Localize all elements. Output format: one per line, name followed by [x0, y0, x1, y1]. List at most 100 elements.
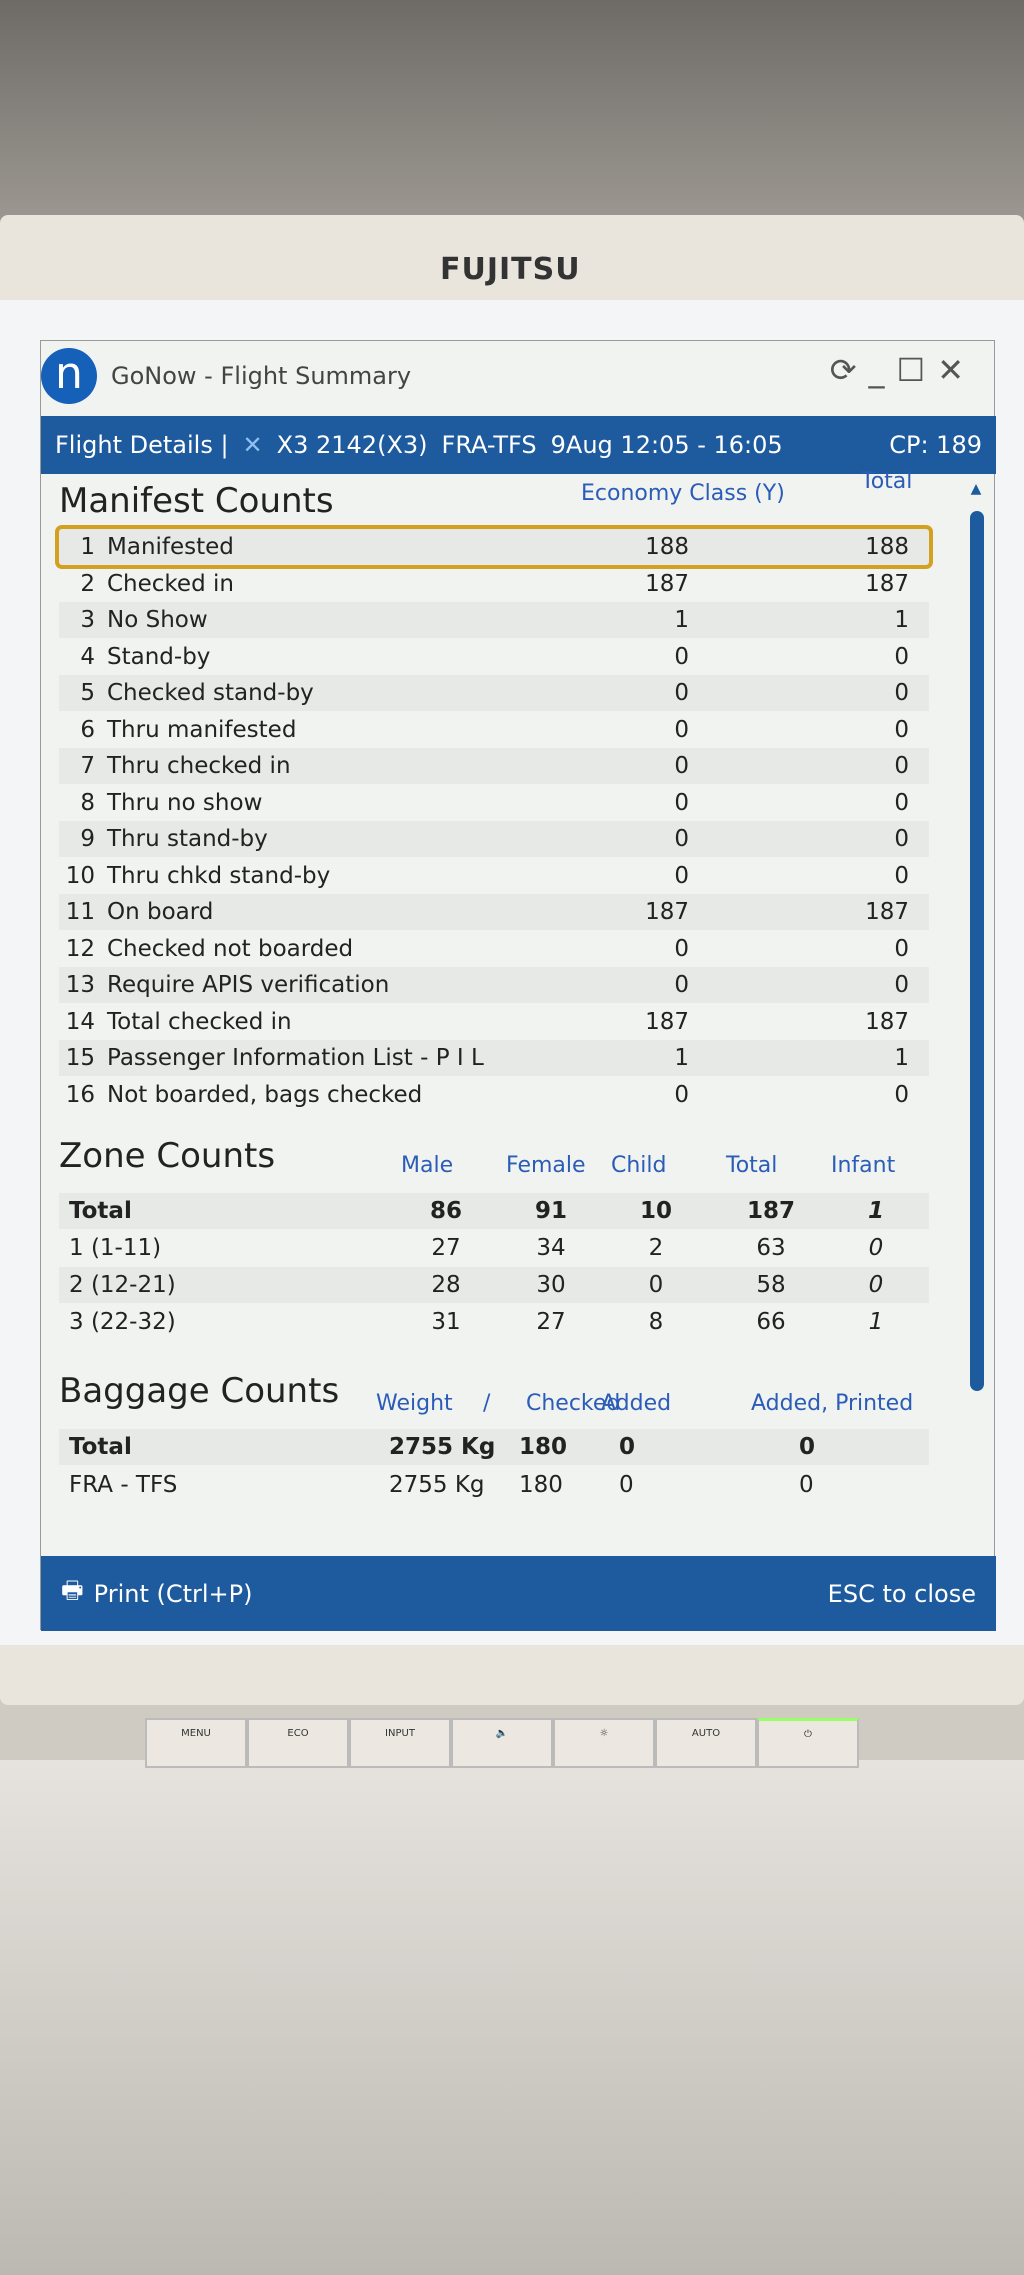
baggage-row: Total 2755 Kg 180 0 0 — [59, 1429, 929, 1465]
total-value: 0 — [894, 935, 909, 962]
monitor-stand — [0, 1760, 1024, 2275]
total-value: 0 — [894, 1081, 909, 1108]
manifest-row[interactable]: 7 Thru checked in 0 0 — [59, 748, 929, 784]
zone-col-header: Infant — [831, 1153, 896, 1178]
zone-value: 1 — [867, 1198, 884, 1224]
baggage-value: 0 — [799, 1434, 816, 1460]
esc-hint: ESC to close — [827, 1579, 976, 1608]
row-label: Total checked in — [107, 1008, 292, 1035]
zone-title: Zone Counts — [59, 1136, 276, 1176]
zone-value: 10 — [639, 1198, 672, 1224]
manifest-row[interactable]: 13 Require APIS verification 0 0 — [59, 967, 929, 1003]
scroll-thumb[interactable] — [970, 511, 984, 1391]
economy-value: 0 — [674, 1081, 689, 1108]
row-number: 14 — [65, 1008, 95, 1035]
economy-value: 0 — [674, 716, 689, 743]
zone-value: 66 — [756, 1309, 786, 1335]
total-value: 0 — [894, 826, 909, 852]
row-label: Manifested — [107, 534, 234, 560]
row-label: Thru stand-by — [107, 826, 268, 852]
power-button[interactable]: ⏻ — [757, 1718, 859, 1768]
zone-value: 28 — [431, 1272, 461, 1298]
minimize-button[interactable]: _ — [868, 351, 885, 389]
manifest-row[interactable]: 11 On board 187 187 — [59, 894, 929, 930]
menu-button[interactable]: MENU — [145, 1718, 247, 1768]
manifest-row[interactable]: 3 No Show 1 1 — [59, 602, 929, 638]
baggage-col-header: Added — [601, 1391, 672, 1416]
flight-header: Flight Details | ✕ X3 2142(X3) FRA-TFS 9… — [41, 416, 996, 474]
baggage-col-header: Added, Printed — [751, 1391, 914, 1416]
total-value: 0 — [894, 716, 909, 743]
total-value: 0 — [894, 753, 909, 779]
flight-details-label: Flight Details | — [55, 431, 229, 459]
baggage-col-header: / — [483, 1391, 491, 1416]
baggage-value: 2755 Kg — [389, 1472, 485, 1498]
wall-background — [0, 0, 1024, 250]
flight-number: X3 2142(X3) — [276, 431, 428, 459]
zone-value: 27 — [536, 1309, 566, 1335]
manifest-row[interactable]: 15 Passenger Information List - P I L 1 1 — [59, 1040, 929, 1076]
manifest-row[interactable]: 2 Checked in 187 187 — [59, 566, 929, 602]
close-button[interactable]: ✕ — [937, 351, 964, 389]
row-number: 12 — [65, 935, 95, 962]
row-number: 1 — [80, 534, 95, 560]
zone-value: 31 — [431, 1309, 461, 1335]
title-bar: n GoNow - Flight Summary ⟳ _ ☐ ✕ — [41, 341, 994, 411]
volume-button[interactable]: 🔈 — [451, 1718, 553, 1768]
row-label: Thru chkd stand-by — [107, 862, 331, 889]
refresh-icon[interactable]: ⟳ — [829, 351, 857, 389]
economy-value: 1 — [674, 607, 689, 633]
baggage-value: 180 — [519, 1434, 568, 1460]
airline-logo-icon: ✕ — [242, 431, 263, 459]
zone-value: 63 — [756, 1235, 786, 1261]
zone-value: 30 — [536, 1272, 566, 1298]
auto-button[interactable]: AUTO — [655, 1718, 757, 1768]
brightness-button[interactable]: ☼ — [553, 1718, 655, 1768]
baggage-label: Total — [69, 1434, 132, 1460]
manifest-row[interactable]: 16 Not boarded, bags checked 0 0 — [59, 1077, 929, 1113]
zone-col-header: Female — [506, 1153, 586, 1178]
manifest-row[interactable]: 12 Checked not boarded 0 0 — [59, 931, 929, 967]
row-number: 15 — [65, 1045, 95, 1071]
zone-label: 1 (1-11) — [69, 1235, 162, 1261]
total-value: 187 — [865, 570, 909, 597]
economy-value: 187 — [645, 1008, 689, 1035]
maximize-button[interactable]: ☐ — [896, 351, 926, 389]
economy-value: 187 — [645, 899, 689, 925]
manifest-row[interactable]: 8 Thru no show 0 0 — [59, 785, 929, 821]
cp-count: CP: 189 — [889, 431, 982, 459]
manifest-row[interactable]: 9 Thru stand-by 0 0 — [59, 821, 929, 857]
row-label: No Show — [107, 607, 208, 633]
manifest-row[interactable]: 14 Total checked in 187 187 — [59, 1004, 929, 1040]
printer-icon[interactable]: 🖶 — [61, 1576, 84, 1604]
row-label: Require APIS verification — [107, 972, 390, 998]
scrollbar[interactable]: ▲ — [966, 481, 986, 1411]
row-label: Not boarded, bags checked — [107, 1081, 423, 1108]
row-number: 13 — [65, 972, 95, 998]
total-value: 0 — [894, 862, 909, 889]
route: FRA-TFS — [441, 431, 537, 459]
zone-value: 86 — [429, 1198, 462, 1224]
economy-value: 187 — [645, 570, 689, 597]
manifest-row[interactable]: 1 Manifested 188 188 — [55, 525, 933, 569]
row-label: Thru manifested — [107, 716, 297, 743]
input-button[interactable]: INPUT — [349, 1718, 451, 1768]
manifest-row[interactable]: 5 Checked stand-by 0 0 — [59, 675, 929, 711]
manifest-row[interactable]: 6 Thru manifested 0 0 — [59, 712, 929, 748]
eco-button[interactable]: ECO — [247, 1718, 349, 1768]
row-number: 7 — [80, 753, 95, 779]
monitor-brand: FUJITSU — [440, 252, 581, 287]
zone-value: 27 — [431, 1235, 461, 1261]
row-number: 5 — [80, 680, 95, 706]
print-button[interactable]: Print (Ctrl+P) — [93, 1579, 253, 1608]
manifest-row[interactable]: 10 Thru chkd stand-by 0 0 — [59, 858, 929, 894]
baggage-label: FRA - TFS — [69, 1472, 178, 1498]
manifest-row[interactable]: 4 Stand-by 0 0 — [59, 639, 929, 675]
row-label: Checked not boarded — [107, 935, 354, 962]
scroll-up-icon[interactable]: ▲ — [970, 481, 982, 497]
zone-row: Total 86 91 10 187 1 — [59, 1193, 929, 1229]
economy-value: 0 — [674, 753, 689, 779]
total-value: 188 — [865, 534, 909, 560]
economy-value: 0 — [674, 972, 689, 998]
zone-col-header: Total — [726, 1153, 778, 1178]
